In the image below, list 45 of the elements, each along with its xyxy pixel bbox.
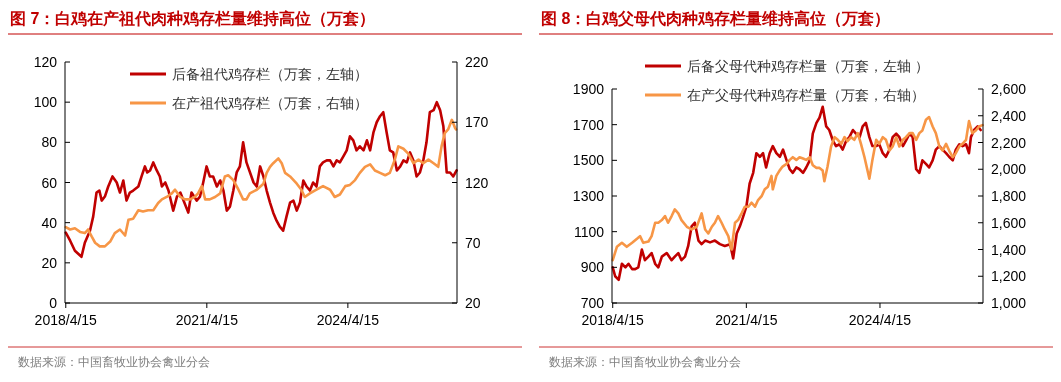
source-note: 数据来源：中国畜牧业协会禽业分会 bbox=[549, 355, 741, 369]
y-tick-label: 700 bbox=[580, 295, 605, 311]
y-tick-label: 120 bbox=[33, 54, 58, 70]
legend-label: 后备父母代种鸡存栏量（万套，左轴 ） bbox=[687, 58, 929, 74]
x-tick-label: 2024/4/15 bbox=[848, 312, 912, 328]
x-tick-label: 2018/4/15 bbox=[581, 312, 645, 328]
y2-tick-label: 70 bbox=[465, 234, 481, 251]
y2-tick-label: 2,000 bbox=[991, 161, 1027, 178]
line-series bbox=[611, 115, 984, 262]
chart-title: 图 8：白鸡父母代肉种鸡存栏量维持高位（万套） bbox=[541, 9, 891, 28]
y-tick-label: 100 bbox=[33, 94, 58, 111]
y2-tick-label: 2,200 bbox=[991, 134, 1027, 151]
x-tick-label: 2024/4/15 bbox=[316, 312, 380, 328]
x-tick-label: 2021/4/15 bbox=[175, 312, 239, 328]
y2-tick-label: 2,400 bbox=[991, 107, 1027, 124]
chart-title: 图 7：白鸡在产祖代肉种鸡存栏量维持高位（万套） bbox=[10, 9, 376, 28]
y2-tick-label: 20 bbox=[465, 295, 481, 311]
y-tick-label: 1300 bbox=[572, 188, 605, 204]
line-series bbox=[611, 105, 982, 282]
y2-tick-label: 1,600 bbox=[991, 214, 1027, 231]
y2-tick-label: 120 bbox=[465, 174, 489, 191]
legend-label: 在产祖代鸡存栏（万套，右轴） bbox=[172, 95, 368, 111]
x-tick-label: 2018/4/15 bbox=[34, 312, 98, 328]
x-tick-label: 2021/4/15 bbox=[715, 312, 778, 328]
y2-tick-label: 1,200 bbox=[991, 268, 1027, 285]
y-tick-label: 60 bbox=[41, 174, 58, 191]
line-series bbox=[64, 118, 458, 248]
legend-label: 后备祖代鸡存栏（万套，左轴） bbox=[172, 66, 368, 82]
y-tick-label: 40 bbox=[41, 214, 58, 231]
y-tick-label: 1500 bbox=[572, 152, 605, 169]
y-tick-label: 1900 bbox=[572, 81, 605, 97]
legend-label: 在产父母代种鸡存栏量（万套，右轴） bbox=[687, 87, 925, 103]
y-tick-label: 900 bbox=[580, 259, 605, 276]
y2-tick-label: 1,400 bbox=[991, 241, 1027, 258]
y2-tick-label: 170 bbox=[465, 114, 489, 131]
y-tick-label: 0 bbox=[49, 295, 58, 311]
y2-tick-label: 2,600 bbox=[991, 81, 1027, 97]
y2-tick-label: 1,800 bbox=[991, 188, 1027, 204]
y-tick-label: 20 bbox=[41, 254, 58, 271]
y-tick-label: 80 bbox=[41, 134, 58, 151]
y2-tick-label: 1,000 bbox=[991, 295, 1027, 311]
y-tick-label: 1100 bbox=[573, 223, 605, 240]
y-tick-label: 1700 bbox=[572, 116, 605, 133]
y2-tick-label: 220 bbox=[465, 54, 489, 70]
source-note: 数据来源：中国畜牧业协会禽业分会 bbox=[18, 355, 210, 369]
